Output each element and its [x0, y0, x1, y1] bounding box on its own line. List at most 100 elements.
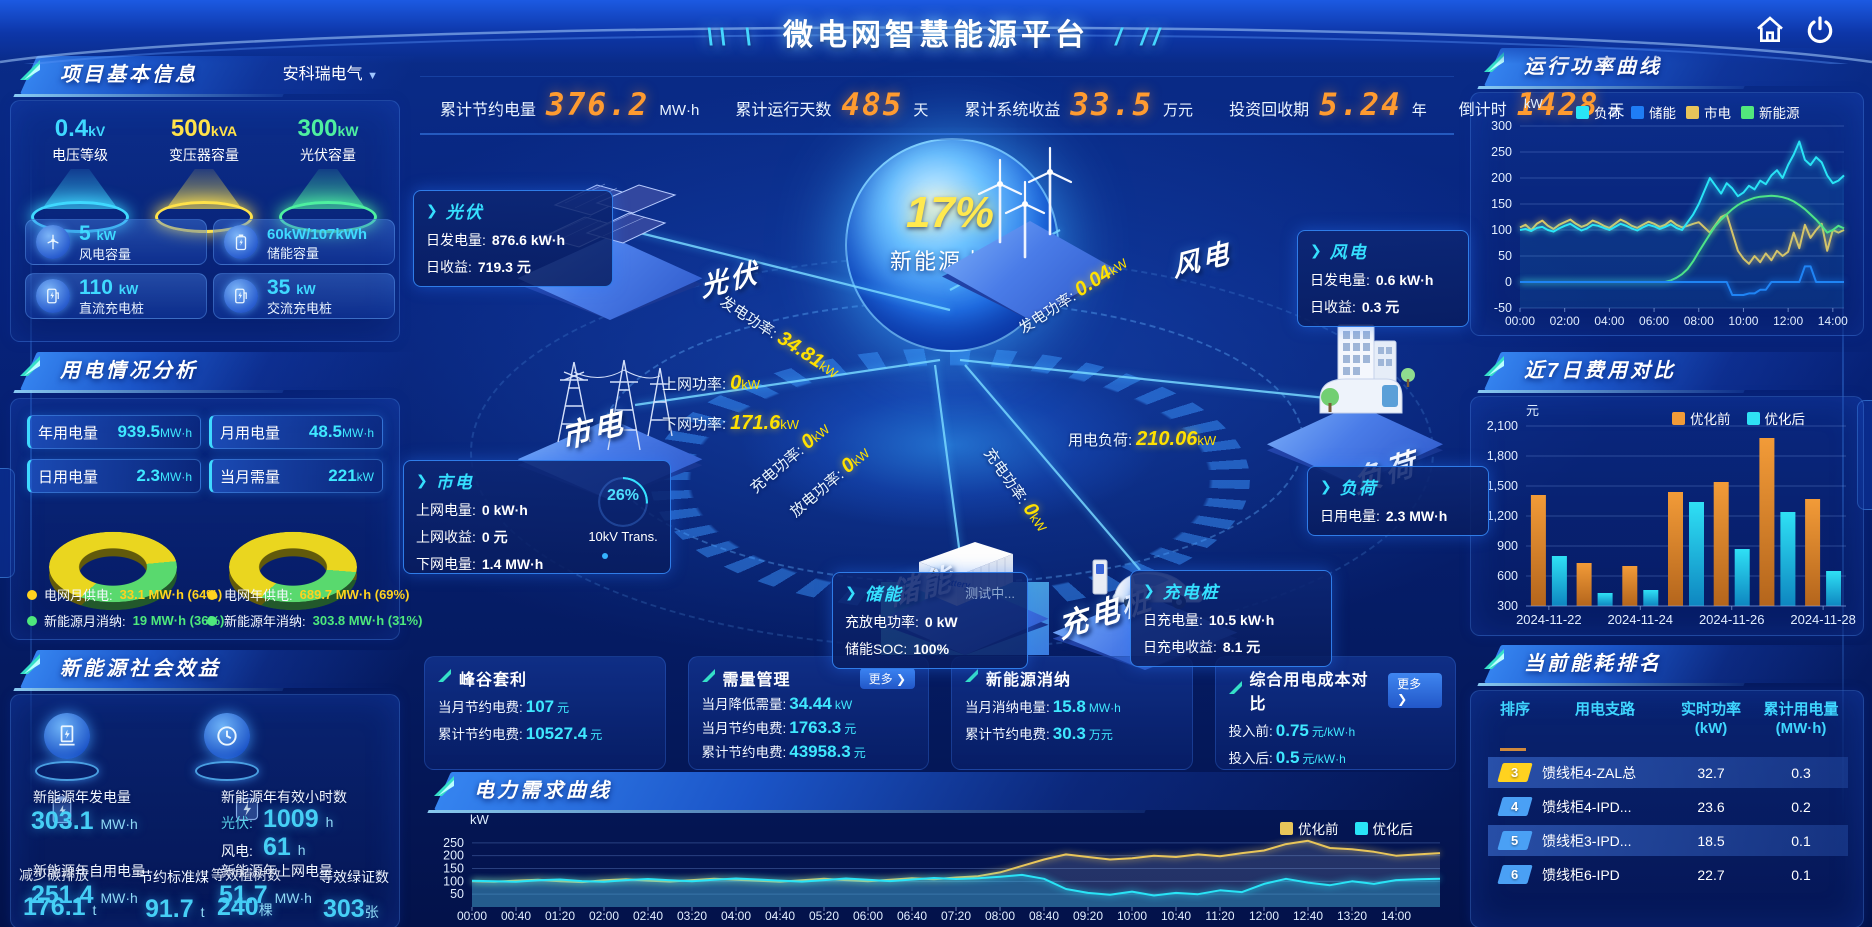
legend-item[interactable]: 市电: [1686, 102, 1731, 122]
branch-name: 馈线柜4-ZAL总: [1542, 764, 1637, 781]
building-icon: [1255, 317, 1455, 437]
usage-stat-value: 221kW: [328, 466, 374, 485]
legend-item[interactable]: 负荷: [1576, 102, 1621, 122]
legend-chip: [1672, 411, 1685, 425]
light-beam: [42, 169, 118, 209]
legend-dot: [27, 615, 37, 626]
transformer-load-gauge: [598, 477, 648, 527]
topbar-metric: 累计系统收益 33.5 万元: [964, 87, 1194, 123]
benefit-label: 等效植树数: [211, 867, 281, 883]
metric-row: 累计节约电费: 43958.3 元: [701, 742, 866, 761]
svg-text:100: 100: [1491, 223, 1512, 237]
legend-dot: [207, 589, 217, 600]
svg-text:04:00: 04:00: [1594, 314, 1624, 328]
usage-stat: 日用电量 2.3MW·h: [27, 459, 201, 493]
svg-text:250: 250: [1491, 145, 1512, 159]
legend-item[interactable]: 优化后: [1354, 818, 1413, 838]
cost-chart-legend: 优化前 优化后: [1672, 408, 1805, 428]
capacity-card[interactable]: 35 kW 交流充电桩: [213, 273, 395, 319]
benefit-value: 61 h: [263, 833, 306, 861]
svg-text:10:00: 10:00: [1117, 909, 1147, 923]
table-row[interactable]: 5 馈线柜3-IPD... 18.5 0.1: [1488, 825, 1848, 856]
total-energy: 0.2: [1791, 798, 1811, 815]
kpi-topbar: 累计节约电量 376.2 MW·h 累计运行天数 485 天累计系统收益 33.5 万元 投资回…: [420, 76, 1624, 135]
more-button[interactable]: 更多 ❯: [859, 667, 915, 689]
panel-title: 新能源社会效益: [60, 658, 221, 680]
load-platform[interactable]: [1255, 300, 1455, 485]
legend-item[interactable]: 优化前: [1672, 408, 1731, 428]
legend-chip: [1280, 821, 1293, 835]
card-label: 交流充电桩: [267, 300, 333, 316]
rank-badge: 3: [1497, 763, 1533, 782]
benefit-value: 51.7 MW·h: [219, 881, 312, 909]
home-icon[interactable]: [1754, 14, 1788, 48]
svg-text:1,500: 1,500: [1487, 479, 1518, 493]
cone-label: 光伏容量: [300, 147, 356, 163]
usage-stat-value: 2.3MW·h: [136, 466, 192, 485]
benefit-label: 节约标准煤: [139, 869, 209, 885]
legend-dot: [207, 615, 217, 626]
total-energy: 0.1: [1791, 866, 1811, 883]
panel-title: 近7日费用对比: [1524, 360, 1677, 382]
grid-platform[interactable]: [505, 315, 715, 500]
capacity-card[interactable]: 5 kW 风电容量: [25, 219, 207, 265]
svg-text:00:00: 00:00: [1505, 314, 1535, 328]
left-side-tab[interactable]: [0, 468, 15, 578]
svg-text:150: 150: [443, 862, 464, 876]
rank-badge-cell: 4: [1488, 797, 1542, 816]
legend-item[interactable]: 优化后: [1746, 408, 1805, 428]
right-side-tab[interactable]: [1857, 400, 1872, 510]
table-row[interactable]: 4 馈线柜4-IPD... 23.6 0.2: [1488, 791, 1848, 822]
capacity-card[interactable]: 60kW/107kWh 储能容量: [213, 219, 395, 265]
rank-panel-header: 当前能耗排名: [1478, 645, 1872, 683]
legend-item[interactable]: 优化前: [1280, 818, 1339, 838]
table-row[interactable]: 3 馈线柜4-ZAL总 32.7 0.3: [1488, 757, 1848, 788]
wind-turbine-icon: [36, 225, 70, 259]
chevron-right-icon: ❯: [416, 472, 428, 488]
company-select[interactable]: 安科瑞电气 ▼: [282, 66, 378, 83]
svg-text:150: 150: [1491, 197, 1512, 211]
benefit-label: 新能源年自用电量: [33, 863, 145, 879]
svg-text:2024-11-26: 2024-11-26: [1699, 612, 1765, 627]
page-title: \\ \ 微电网智慧能源平台 / //: [706, 19, 1166, 52]
demand-chart-header: 电力需求曲线: [428, 772, 1469, 810]
rank-table-body: 3 馈线柜4-ZAL总 32.7 0.3 4 馈线柜4-IPD... 23.6 0.2 5 馈线柜…: [1488, 757, 1848, 907]
benefit-value: 240棵: [217, 893, 273, 921]
donut-legend: 电网月供电: 33.1 MW·h (64%) 新能源月消纳: 19 MW·h (36%…: [27, 585, 224, 630]
power-icon[interactable]: [1804, 14, 1838, 48]
title-deco-left: \\ \: [706, 24, 757, 51]
capacity-card[interactable]: 110 kW 直流充电桩: [25, 273, 207, 319]
svg-text:08:00: 08:00: [1684, 314, 1714, 328]
svg-text:1,200: 1,200: [1487, 509, 1518, 523]
transmission-towers-icon: [505, 332, 715, 452]
info-row: 储能SOC: 100%: [845, 641, 950, 657]
info-row: 上网收益: 0 元: [416, 529, 508, 545]
usage-stat-value: 48.5MW·h: [308, 422, 374, 441]
card-value: 60kW/107kWh: [267, 225, 368, 243]
table-row[interactable]: 6 馈线柜6-IPD 22.7 0.1: [1488, 859, 1848, 890]
svg-text:02:40: 02:40: [633, 909, 663, 923]
corner-flag-icon: [965, 669, 978, 687]
rank-panel: [1470, 690, 1864, 927]
more-button[interactable]: 更多 ❯: [1388, 672, 1442, 708]
benefit-label: 光伏:: [221, 815, 253, 831]
svg-text:13:20: 13:20: [1337, 909, 1367, 923]
benefit-label: 风电:: [221, 843, 253, 859]
donut-chart: [229, 531, 357, 603]
svg-text:2024-11-22: 2024-11-22: [1516, 612, 1582, 627]
benefit-label: 新能源年有效小时数: [221, 789, 347, 805]
svg-text:1,800: 1,800: [1487, 449, 1518, 463]
realtime-power: 22.7: [1697, 866, 1725, 883]
wind-platform[interactable]: [930, 95, 1130, 320]
battery-icon: [49, 795, 75, 830]
legend-item[interactable]: 储能: [1631, 102, 1676, 122]
benefit-label: 新能源年发电量: [33, 789, 131, 805]
light-beam: [166, 169, 242, 209]
svg-text:2024-11-28: 2024-11-28: [1790, 612, 1856, 627]
legend-item[interactable]: 新能源: [1741, 102, 1800, 122]
metric-row: 当月降低需量: 34.44 kW: [701, 694, 853, 713]
benefit-panel: 新能源年发电量 303.1 MW·h 新能源年有效小时数 光伏: 1009 h …: [10, 694, 400, 927]
svg-text:-50: -50: [1494, 301, 1512, 315]
info-row: 日用电量: 2.3 MW·h: [1320, 508, 1448, 524]
